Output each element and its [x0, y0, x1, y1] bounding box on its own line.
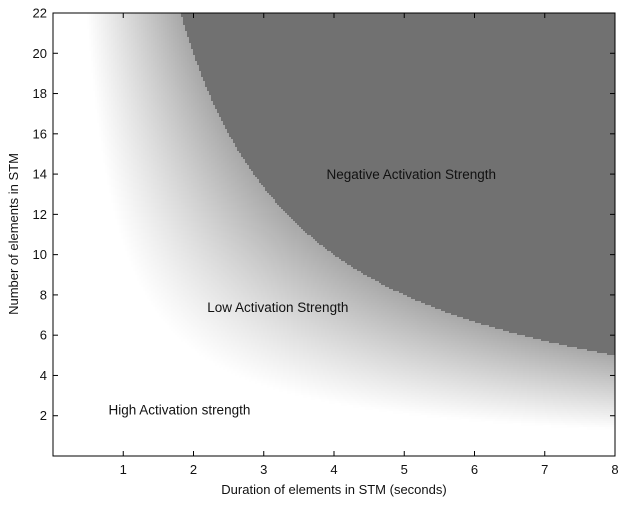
x-tick-label: 6	[471, 462, 478, 477]
y-tick-label: 6	[40, 328, 47, 343]
x-tick-label: 4	[330, 462, 337, 477]
y-tick-label: 10	[33, 247, 47, 262]
y-tick-label: 8	[40, 287, 47, 302]
y-tick-label: 16	[33, 126, 47, 141]
y-tick-label: 4	[40, 368, 47, 383]
x-tick-label: 2	[190, 462, 197, 477]
y-tick-label: 20	[33, 46, 47, 61]
y-tick-label: 14	[33, 167, 47, 182]
x-tick-label: 8	[611, 462, 618, 477]
region-label: Low Activation Strength	[207, 300, 348, 315]
region-label: Negative Activation Strength	[326, 167, 496, 182]
x-tick-label: 7	[541, 462, 548, 477]
y-tick-label: 2	[40, 408, 47, 423]
x-axis-title: Duration of elements in STM (seconds)	[221, 482, 446, 497]
y-tick-label: 22	[33, 6, 47, 21]
y-tick-label: 12	[33, 207, 47, 222]
region-label: High Activation strength	[109, 403, 251, 418]
x-tick-label: 5	[401, 462, 408, 477]
y-axis-title: Number of elements in STM	[6, 153, 21, 315]
y-tick-label: 18	[33, 86, 47, 101]
x-tick-label: 3	[260, 462, 267, 477]
x-tick-label: 1	[120, 462, 127, 477]
